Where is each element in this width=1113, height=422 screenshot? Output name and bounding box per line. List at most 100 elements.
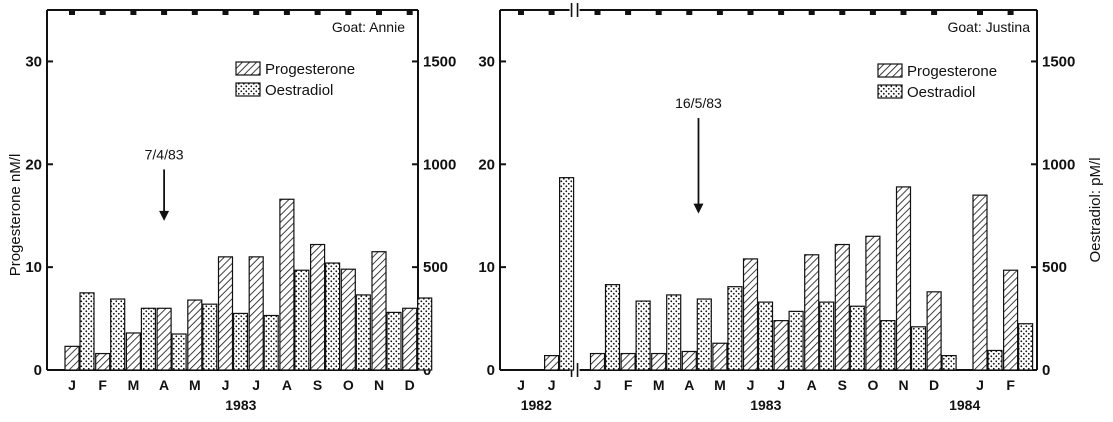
bar-progesterone [371, 251, 387, 371]
x-tick-label: S [313, 377, 322, 393]
x-tick-label: N [898, 377, 908, 393]
top-tick-mark [931, 10, 938, 15]
x-tick-label: J [548, 377, 556, 393]
bar-progesterone [589, 352, 606, 371]
chart-panel-annie: 0102030050010001500JFMAMJJASOND1983Goat:… [25, 9, 456, 413]
top-tick-mark [130, 10, 137, 15]
bar-progesterone [279, 198, 295, 371]
bar-progesterone [681, 350, 697, 371]
bar-progesterone [895, 186, 912, 371]
year-label: 1982 [521, 397, 552, 413]
year-label: 1984 [949, 397, 980, 413]
bar-progesterone [651, 352, 667, 371]
x-tick-label: J [222, 377, 230, 393]
goat-label: Goat: Justina [948, 19, 1031, 35]
year-label: 1983 [225, 397, 256, 413]
bar-oestradiol [417, 297, 433, 371]
bar-oestradiol [910, 326, 927, 371]
axis-break-gap [569, 3, 580, 17]
annotation-label: 7/4/83 [145, 146, 184, 162]
x-tick-label: D [929, 377, 939, 393]
left-tick-label: 20 [25, 156, 42, 173]
bar-oestradiol [110, 298, 126, 371]
x-tick-label: S [838, 377, 847, 393]
right-tick-label: 1000 [423, 156, 456, 173]
annotation-arrow-head [159, 210, 170, 221]
bar-progesterone [187, 299, 203, 371]
legend-swatch-oestradiol [235, 82, 261, 97]
axis-break-gap [569, 363, 580, 377]
x-tick-label: F [624, 377, 633, 393]
top-tick-mark [518, 10, 524, 15]
bar-progesterone [620, 352, 636, 371]
left-tick-label: 0 [487, 362, 495, 379]
bar-progesterone [865, 235, 881, 371]
top-tick-mark [716, 10, 723, 15]
top-tick-mark [655, 10, 662, 15]
right-tick-label: 1500 [1042, 53, 1075, 70]
bar-progesterone [156, 307, 172, 371]
right-tick-label: 1000 [1042, 156, 1075, 173]
top-tick-mark [625, 10, 632, 15]
top-tick-mark [686, 10, 693, 15]
x-tick-label: A [807, 377, 817, 393]
bar-progesterone [926, 291, 942, 371]
chart-panel-justina: 0 10 20 30 0 500 1000 1500 J J J F M A M J J A S O N D J F 1982 1… [478, 3, 1075, 413]
x-tick-label: A [159, 377, 169, 393]
bar-oestradiol [635, 300, 651, 371]
top-tick-mark [778, 10, 785, 15]
x-tick-label: D [405, 377, 415, 393]
x-tick-label: M [653, 377, 665, 393]
left-tick-label: 10 [478, 259, 495, 276]
left-tick-label: 30 [25, 53, 42, 70]
x-tick-label: J [777, 377, 785, 393]
bar-oestradiol [819, 301, 835, 371]
bar-oestradiol [202, 303, 218, 371]
left-axis-title: Progesterone nM/l [7, 154, 24, 277]
bar-oestradiol [171, 333, 187, 371]
right-tick-label: 1500 [423, 53, 456, 70]
bar-oestradiol [386, 311, 402, 371]
bar-progesterone [125, 332, 142, 371]
top-tick-mark [900, 10, 907, 15]
bar-oestradiol [558, 177, 575, 371]
bar-oestradiol [727, 286, 743, 371]
bar-progesterone [248, 256, 264, 371]
top-tick-mark [345, 10, 352, 15]
legend-label-oestradiol: Oestradiol [265, 82, 333, 99]
goat-label: Goat: Annie [332, 19, 405, 35]
bar-progesterone [402, 307, 418, 371]
left-tick-label: 30 [478, 53, 495, 70]
top-tick-mark [253, 10, 260, 15]
top-tick-mark [406, 10, 413, 15]
left-tick-label: 10 [25, 259, 42, 276]
legend-label-progesterone: Progesterone [265, 61, 355, 78]
bar-progesterone [834, 243, 850, 371]
bar-progesterone [804, 254, 820, 371]
bar-oestradiol [325, 262, 341, 371]
bar-progesterone [972, 194, 988, 371]
bar-oestradiol [696, 298, 712, 371]
bar-progesterone [712, 342, 728, 371]
x-tick-label: M [128, 377, 140, 393]
year-label: 1983 [750, 397, 781, 413]
bar-progesterone [64, 345, 80, 371]
bar-oestradiol [849, 305, 865, 371]
top-tick-mark [747, 10, 754, 15]
x-tick-label: M [189, 377, 201, 393]
annotation-arrow-head [693, 203, 704, 214]
top-tick-mark [376, 10, 382, 15]
right-tick-label: 500 [423, 259, 448, 276]
x-tick-label: N [374, 377, 384, 393]
bar-oestradiol [666, 294, 682, 371]
x-tick-label: J [68, 377, 76, 393]
top-tick-mark [314, 10, 321, 15]
x-tick-label: J [594, 377, 602, 393]
x-tick-label: O [867, 377, 878, 393]
top-tick-mark [977, 10, 983, 15]
top-tick-mark [69, 10, 75, 15]
bar-progesterone [543, 355, 560, 371]
bar-oestradiol [294, 269, 310, 371]
right-tick-label: 0 [1042, 362, 1050, 379]
top-tick-mark [283, 10, 290, 15]
